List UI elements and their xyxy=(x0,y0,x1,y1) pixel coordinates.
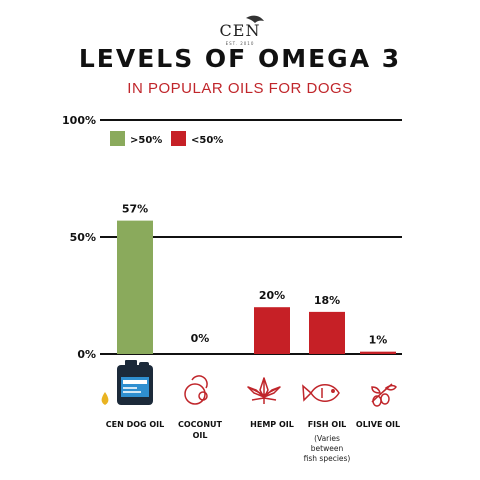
legend-swatch xyxy=(110,131,125,146)
x-tick-label: HEMP OIL xyxy=(250,420,294,429)
legend-label: <50% xyxy=(191,135,223,146)
y-tick-label: 0% xyxy=(77,348,96,361)
horse-icon xyxy=(246,15,264,23)
logo-text: CEN xyxy=(219,21,261,40)
bar xyxy=(117,220,153,354)
annotation: between xyxy=(311,444,344,453)
legend-label: >50% xyxy=(130,135,162,146)
fish-icon xyxy=(302,384,340,402)
x-tick-label: CEN DOG OIL xyxy=(106,420,164,429)
annotation: fish species) xyxy=(304,454,351,463)
logo-sub: EST. 2010 xyxy=(225,41,255,46)
oil-bottle-icon xyxy=(117,360,153,405)
page-title: LEVELS OF OMEGA 3 xyxy=(78,44,402,73)
data-label: 1% xyxy=(369,334,388,347)
x-tick-label: COCONUT xyxy=(178,420,223,429)
brand-logo: CEN EST. 2010 xyxy=(210,12,270,50)
x-tick-label: OLIVE OIL xyxy=(356,420,400,429)
data-label: 0% xyxy=(191,332,210,345)
y-tick-label: 100% xyxy=(62,114,96,127)
olive-branch-icon xyxy=(371,383,397,407)
page-subtitle: IN POPULAR OILS FOR DOGS xyxy=(127,80,353,97)
annotation: (Varies xyxy=(314,434,340,443)
bar xyxy=(254,307,290,354)
oil-drop-icon xyxy=(101,392,109,405)
legend-swatch xyxy=(171,131,186,146)
coconut-icon xyxy=(184,375,208,405)
data-label: 20% xyxy=(259,289,285,302)
bar xyxy=(360,351,396,354)
bar xyxy=(309,311,345,354)
data-label: 57% xyxy=(122,203,148,216)
y-tick-label: 50% xyxy=(70,231,96,244)
hemp-leaf-icon xyxy=(247,377,281,404)
x-tick-label: FISH OIL xyxy=(308,420,347,429)
x-tick-label: OIL xyxy=(193,431,208,440)
data-label: 18% xyxy=(314,294,340,307)
